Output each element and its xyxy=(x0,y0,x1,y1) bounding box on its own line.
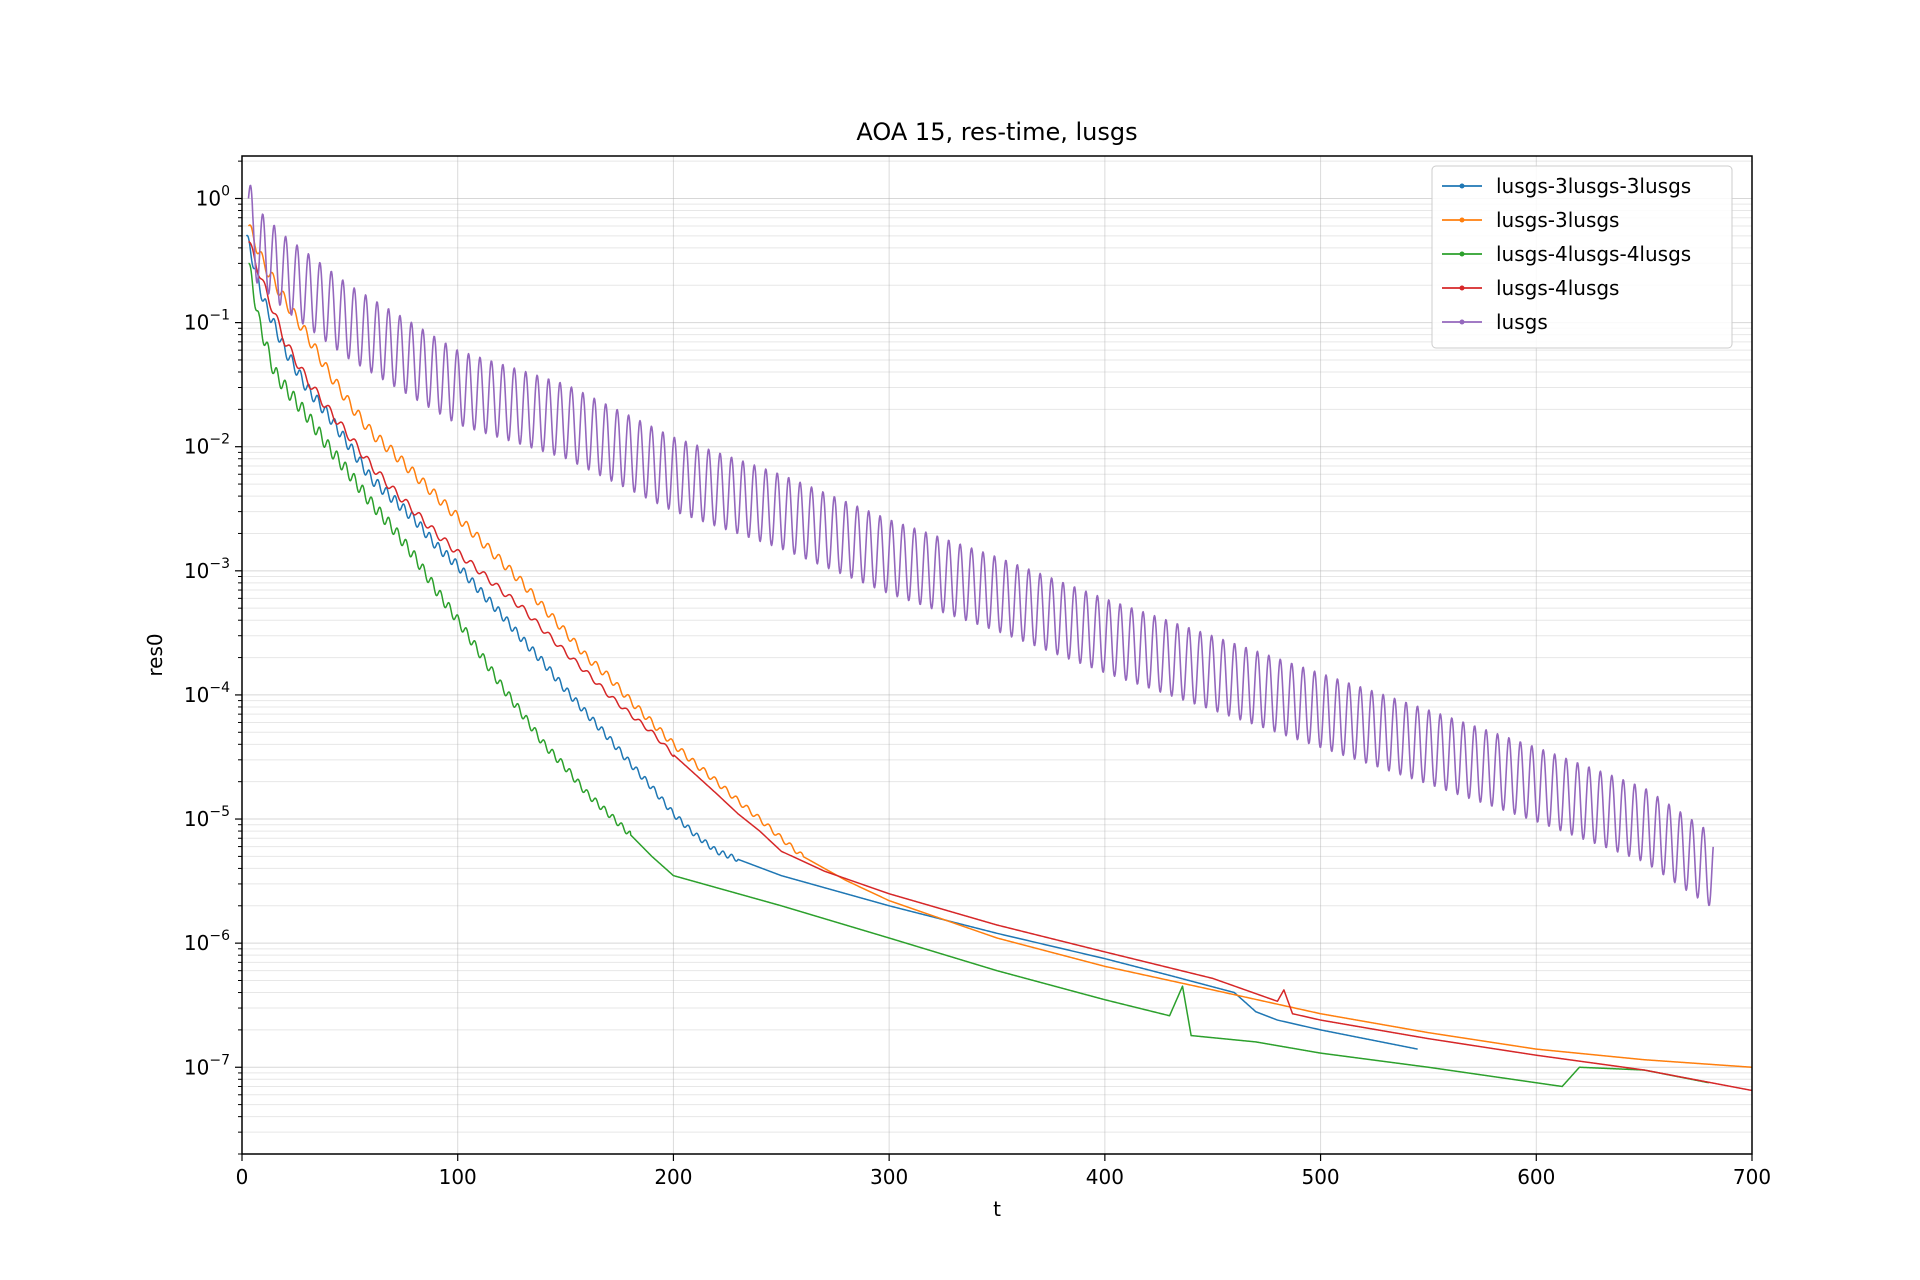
legend-marker xyxy=(1459,285,1465,291)
x-tick-label: 100 xyxy=(439,1165,477,1189)
x-tick-label: 500 xyxy=(1301,1165,1339,1189)
legend-label: lusgs xyxy=(1496,310,1548,334)
y-tick-label: 100 xyxy=(196,183,230,210)
y-tick-label: 10−7 xyxy=(184,1052,230,1079)
legend-frame xyxy=(1431,165,1733,349)
legend-marker xyxy=(1459,319,1465,325)
x-tick-label: 200 xyxy=(654,1165,692,1189)
legend-label: lusgs-4lusgs xyxy=(1496,276,1619,300)
series-line-1 xyxy=(247,224,1753,1068)
x-axis-label: t xyxy=(993,1197,1001,1221)
y-tick-label: 10−4 xyxy=(184,680,230,707)
y-tick-label: 10−3 xyxy=(184,556,230,583)
legend: lusgs-3lusgs-3lusgs lusgs-3lusgs lusgs-4lu… xyxy=(1431,165,1733,349)
plot-series xyxy=(245,184,1753,1092)
y-tick-label: 10−6 xyxy=(184,928,230,955)
series-line-3 xyxy=(248,240,1753,1092)
plot-frame xyxy=(241,155,1753,1155)
series-line-0 xyxy=(245,234,1418,1050)
legend-label: lusgs-3lusgs-3lusgs xyxy=(1496,174,1691,198)
legend-label: lusgs-4lusgs-4lusgs xyxy=(1496,242,1691,266)
legend-marker xyxy=(1459,183,1465,189)
y-tick-label: 10−5 xyxy=(184,804,230,831)
x-tick-label: 0 xyxy=(236,1165,249,1189)
series-line-2 xyxy=(248,262,1710,1088)
y-tick-label: 10−1 xyxy=(184,308,230,335)
y-axis-label: res0 xyxy=(143,633,167,676)
x-tick-label: 400 xyxy=(1086,1165,1124,1189)
legend-label: lusgs-3lusgs xyxy=(1496,208,1619,232)
x-tick-label: 700 xyxy=(1733,1165,1771,1189)
x-tick-label: 300 xyxy=(870,1165,908,1189)
x-tick-label: 600 xyxy=(1517,1165,1555,1189)
legend-marker xyxy=(1459,217,1465,223)
chart-title: AOA 15, res-time, lusgs xyxy=(856,118,1137,146)
axis-ticks: 0 100 200 300 400 500 600 700 100 10−1 10−2 10−3 10−… xyxy=(184,160,1771,1189)
series-line-4 xyxy=(247,184,1714,907)
legend-marker xyxy=(1459,251,1465,257)
y-tick-label: 10−2 xyxy=(184,432,230,459)
